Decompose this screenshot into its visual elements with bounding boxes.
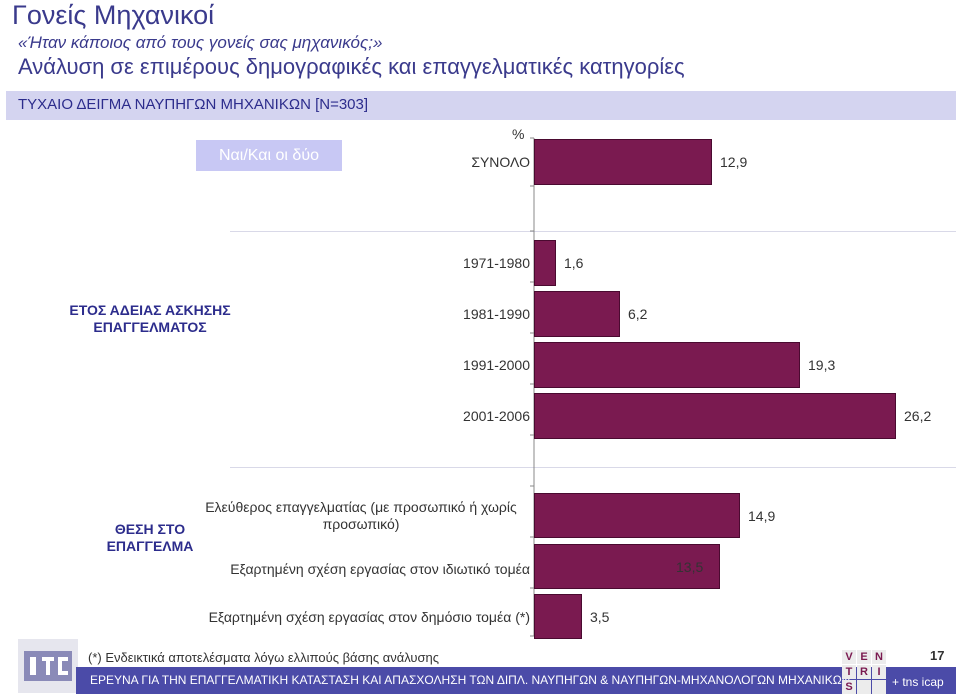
- category-label-1991-2000: 1991-2000: [463, 357, 530, 373]
- logo-letter: R: [857, 665, 871, 679]
- bar-1981-1990: [534, 291, 620, 337]
- logo-letter: N: [872, 650, 886, 664]
- footer-band: [76, 667, 956, 694]
- value-label-1991-2000: 19,3: [808, 357, 836, 373]
- value-label-2001-2006: 26,2: [904, 408, 932, 424]
- value-label-private-sector: 13,5: [676, 559, 704, 575]
- brand-label: + tns icap: [892, 675, 944, 689]
- group-separator: [230, 467, 956, 468]
- value-label-total: 12,9: [720, 154, 748, 170]
- legend-entry: Ναι/Και οι δύο: [196, 140, 342, 171]
- logo-letter: [857, 680, 871, 694]
- category-label-freelancer: Ελεύθερος επαγγελματίας (με προσωπικό ή …: [205, 499, 517, 532]
- category-label-1981-1990: 1981-1990: [463, 306, 530, 322]
- group-separator: [230, 231, 956, 232]
- logo-letter: I: [872, 665, 886, 679]
- page-title: Γονείς Μηχανικοί: [12, 0, 215, 30]
- value-label-1971-1980: 1,6: [564, 255, 584, 271]
- footnote: (*) Ενδεικτικά αποτελέσματα λόγω ελλιπού…: [88, 650, 440, 665]
- category-label-private-sector: Εξαρτημένη σχέση εργασίας στον ιδιωτικό …: [230, 561, 530, 577]
- group-label-job-position: ΘΕΣΗ ΣΤΟ ΕΠΑΓΓΕΛΜΑ: [106, 521, 194, 554]
- bar-total: [534, 139, 712, 185]
- category-label-2001-2006: 2001-2006: [463, 408, 530, 424]
- survey-title: ΕΡΕΥΝΑ ΓΙΑ ΤΗΝ ΕΠΑΓΓΕΛΜΑΤΙΚΗ ΚΑΤΑΣΤΑΣΗ Κ…: [90, 673, 851, 687]
- sample-band: [6, 91, 956, 120]
- page-number: 17: [930, 648, 945, 663]
- bar-private-sector: [534, 544, 720, 589]
- bar-public-sector: [534, 594, 582, 639]
- value-label-freelancer: 14,9: [748, 508, 776, 524]
- logo-letter: E: [857, 650, 871, 664]
- category-label-1971-1980: 1971-1980: [463, 255, 530, 271]
- bar-2001-2006: [534, 393, 896, 439]
- ventris-logo: V E N T R I S: [842, 650, 886, 694]
- logo-letter: [872, 680, 886, 694]
- logo-letter: T: [842, 665, 856, 679]
- page-subtitle: Ανάλυση σε επιμέρους δημογραφικές και επ…: [18, 54, 685, 79]
- category-label-public-sector: Εξαρτημένη σχέση εργασίας στον δημόσιο τ…: [208, 609, 530, 625]
- legend-label: Ναι/Και οι δύο: [219, 146, 319, 164]
- unit-label: %: [512, 126, 525, 142]
- tee-logo: [18, 639, 78, 693]
- value-label-public-sector: 3,5: [590, 609, 610, 625]
- bar-1991-2000: [534, 342, 800, 388]
- value-label-1981-1990: 6,2: [628, 306, 648, 322]
- category-label-total: ΣΥΝΟΛΟ: [471, 154, 530, 170]
- logo-letter: S: [842, 680, 856, 694]
- logo-letter: V: [842, 650, 856, 664]
- question-text: «Ήταν κάποιος από τους γονείς σας μηχανι…: [18, 33, 383, 52]
- bar-1971-1980: [534, 240, 556, 286]
- sample-label: ΤΥΧΑΙΟ ΔΕΙΓΜΑ ΝΑΥΠΗΓΩΝ ΜΗΧΑΝΙΚΩΝ [N=303]: [18, 96, 369, 113]
- bar-freelancer: [534, 493, 740, 538]
- group-label-license-year: ΕΤΟΣ ΑΔΕΙΑΣ ΑΣΚΗΣΗΣ ΕΠΑΓΓΕΛΜΑΤΟΣ: [69, 302, 231, 335]
